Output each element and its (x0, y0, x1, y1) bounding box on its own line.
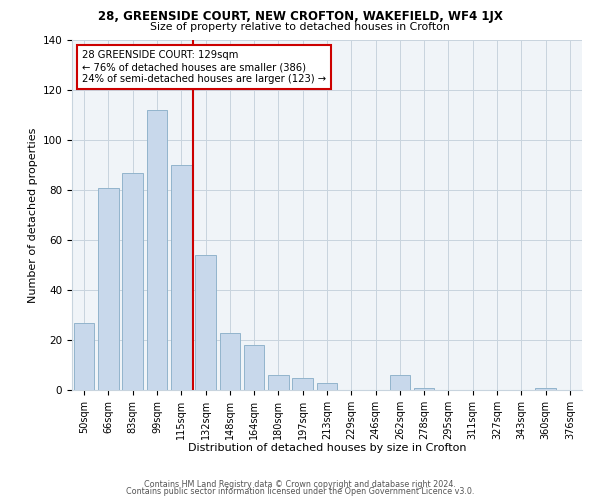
Bar (195, 255, 216, 390)
Bar (98, 188, 119, 390)
Bar (244, 345, 265, 390)
Text: Contains HM Land Registry data © Crown copyright and database right 2024.: Contains HM Land Registry data © Crown c… (144, 480, 456, 489)
Bar (317, 382, 337, 390)
Text: Size of property relative to detached houses in Crofton: Size of property relative to detached ho… (150, 22, 450, 32)
Bar (122, 172, 143, 390)
Text: 28, GREENSIDE COURT, NEW CROFTON, WAKEFIELD, WF4 1JX: 28, GREENSIDE COURT, NEW CROFTON, WAKEFI… (98, 10, 502, 23)
Bar (74, 322, 94, 390)
Y-axis label: Number of detached properties: Number of detached properties (28, 128, 38, 302)
Bar (171, 165, 191, 390)
Text: Contains public sector information licensed under the Open Government Licence v3: Contains public sector information licen… (126, 487, 474, 496)
Text: 28 GREENSIDE COURT: 129sqm
← 76% of detached houses are smaller (386)
24% of sem: 28 GREENSIDE COURT: 129sqm ← 76% of deta… (82, 50, 326, 84)
Bar (535, 388, 556, 390)
Bar (220, 332, 240, 390)
Bar (292, 378, 313, 390)
Bar (389, 375, 410, 390)
Bar (268, 375, 289, 390)
X-axis label: Distribution of detached houses by size in Crofton: Distribution of detached houses by size … (188, 444, 466, 454)
Bar (146, 110, 167, 390)
Bar (414, 388, 434, 390)
